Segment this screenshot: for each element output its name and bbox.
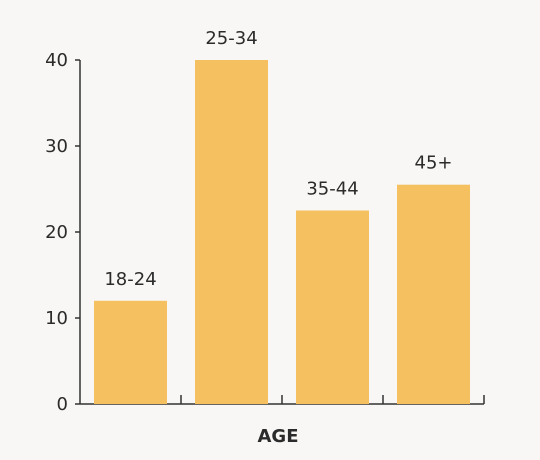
bar-35-44 xyxy=(296,210,369,404)
x-axis-title: AGE xyxy=(257,426,298,447)
bar-18-24 xyxy=(94,300,167,404)
y-tick-label: 10 xyxy=(45,308,68,329)
y-tick-label: 0 xyxy=(57,394,68,415)
bar-category-label: 18-24 xyxy=(104,269,156,290)
y-axis: 0 10 20 30 40 xyxy=(45,50,81,415)
bar-category-label: 25-34 xyxy=(205,28,257,49)
bars xyxy=(94,60,470,404)
bar-labels: 18-24 25-34 35-44 45+ xyxy=(104,28,452,290)
y-tick-label: 20 xyxy=(45,222,68,243)
y-tick-label: 30 xyxy=(45,136,68,157)
bar-category-label: 35-44 xyxy=(306,179,358,200)
x-ticks xyxy=(180,395,485,404)
y-tick-label: 40 xyxy=(45,50,68,71)
bar-45+ xyxy=(397,184,470,404)
bar-category-label: 45+ xyxy=(415,153,453,174)
y-ticks: 0 10 20 30 40 xyxy=(45,50,80,415)
bar-25-34 xyxy=(195,60,268,404)
